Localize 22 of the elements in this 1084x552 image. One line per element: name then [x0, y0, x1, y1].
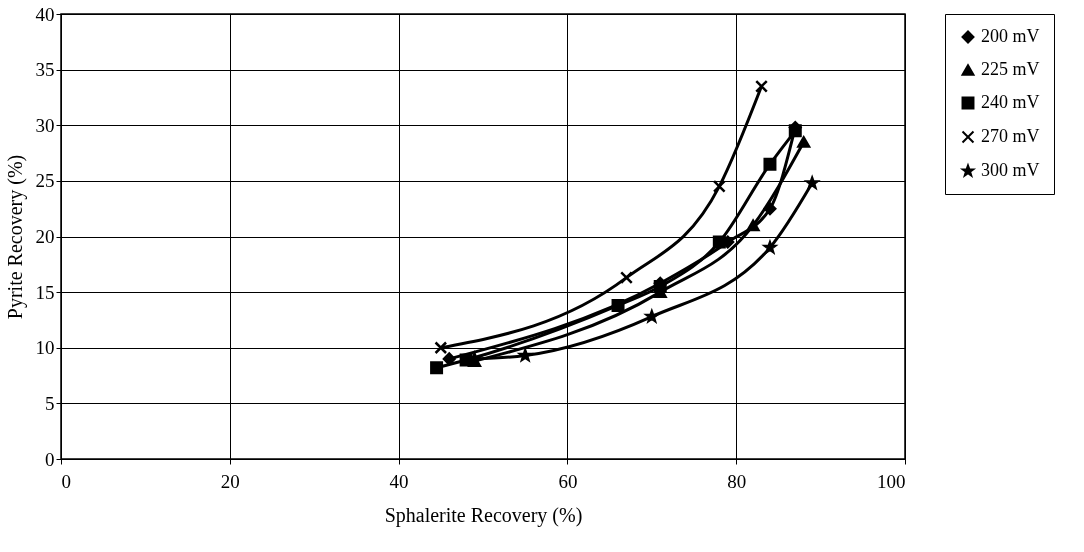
y-tick-label: 15: [35, 281, 55, 303]
y-tick-label: 10: [35, 337, 55, 359]
y-tick-label: 20: [35, 226, 55, 247]
x-tick-label: 80: [727, 470, 747, 492]
y-tick-label: 30: [35, 114, 55, 136]
x-tick-label: 60: [558, 470, 578, 492]
legend-label: 270 mV: [981, 126, 1040, 146]
x-tick-label: 100: [877, 470, 906, 492]
x-tick-label: 40: [389, 470, 409, 492]
legend-label: 200 mV: [981, 26, 1040, 46]
y-tick-label: 5: [45, 392, 55, 414]
y-tick-label: 40: [35, 3, 55, 25]
y-tick-label: 25: [35, 170, 55, 192]
x-axis-title: Sphalerite Recovery (%): [384, 503, 583, 527]
y-tick-label: 35: [35, 59, 55, 81]
x-tick-label: 20: [220, 470, 240, 492]
legend-label: 240 mV: [981, 92, 1040, 112]
y-axis-title: Pyrite Recovery (%): [3, 154, 27, 320]
legend-label: 225 mV: [981, 59, 1040, 79]
legend-label: 300 mV: [981, 160, 1040, 180]
y-tick-label: 0: [45, 448, 55, 470]
x-tick-label: 0: [61, 470, 71, 492]
